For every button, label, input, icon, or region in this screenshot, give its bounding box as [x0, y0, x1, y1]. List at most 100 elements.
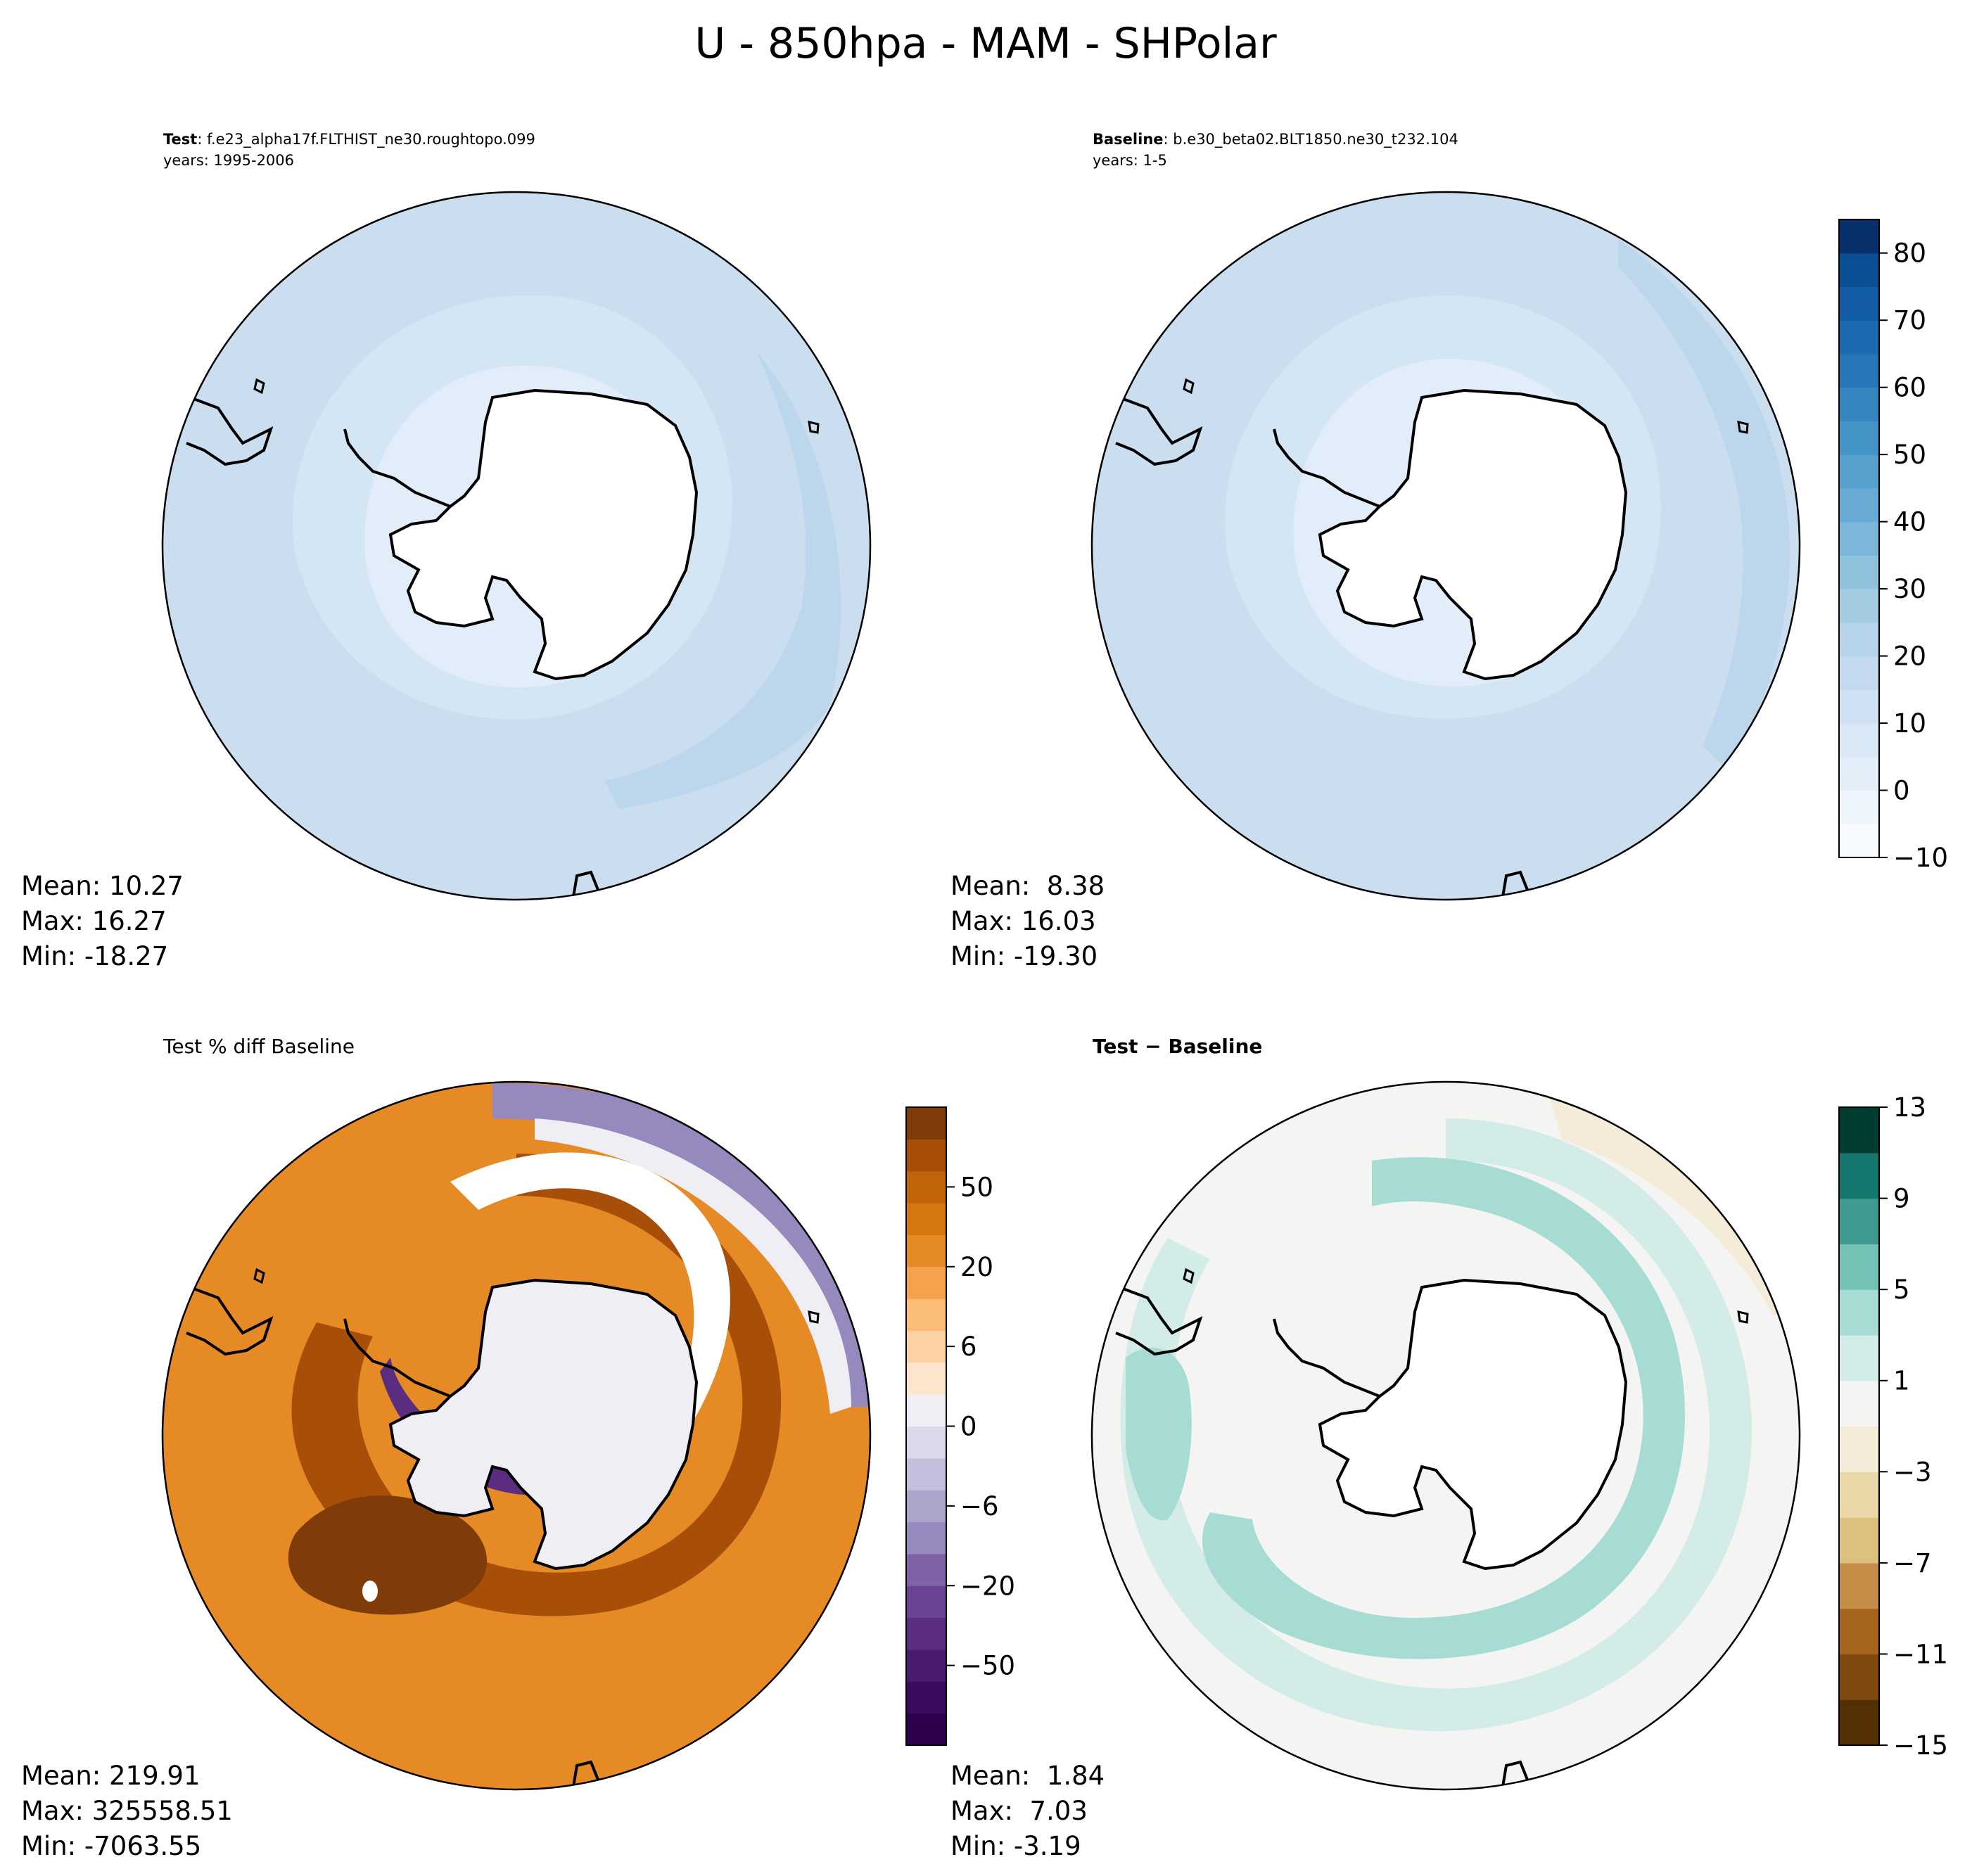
svg-text:Test: f.e23_alpha17f.FLTHIST_n: Test: f.e23_alpha17f.FLTHIST_ne30.rought… — [163, 131, 535, 148]
colorbar-swatch — [1839, 1562, 1879, 1609]
colorbar-tick-label: 20 — [1893, 642, 1926, 672]
colorbar-swatch — [1839, 790, 1879, 824]
pdiff-field-white-spot — [362, 1581, 378, 1602]
pdiff-map-border — [161, 1080, 872, 1791]
diff-island-left — [1183, 1268, 1195, 1284]
colorbar-swatch — [1839, 1334, 1879, 1382]
diff-island-right — [1737, 1310, 1749, 1324]
colorbar-swatch — [1839, 487, 1879, 523]
colorbar-tick-label: 5 — [1893, 1275, 1910, 1305]
colorbar-tick-label: −6 — [960, 1491, 999, 1521]
colorbar-swatch — [1839, 1152, 1879, 1199]
diff-stat-min: Min: -3.19 — [950, 1831, 1081, 1861]
colorbar-tick-label: −10 — [1893, 843, 1948, 873]
baseline-label-name: : b.e30_beta02.BLT1850.ne30_t232.104 — [1164, 131, 1458, 148]
diff-antarctic-peninsula — [1273, 1318, 1380, 1398]
colorbar-tick-label: 0 — [1893, 776, 1910, 806]
colorbar-tick-label: −15 — [1893, 1730, 1948, 1761]
colorbar-tick-label: 30 — [1893, 574, 1926, 604]
colorbar-swatch — [1839, 521, 1879, 556]
baseline-island-left — [1183, 378, 1195, 395]
colorbar-swatch — [1839, 689, 1879, 724]
baseline-label-bold: Baseline — [1093, 131, 1164, 148]
diff-map-border — [1090, 1080, 1801, 1791]
colorbar-swatch — [906, 1617, 946, 1650]
test-stat-max: Max: 16.27 — [21, 906, 167, 936]
colorbar-swatch — [906, 1457, 946, 1491]
test-stat-mean: Mean: 10.27 — [21, 871, 184, 901]
test-stat-min: Min: -18.27 — [21, 941, 168, 971]
panel-baseline: Baseline: b.e30_beta02.BLT1850.ne30_t232… — [950, 131, 1948, 971]
test-island-right — [808, 421, 820, 434]
colorbar-tick-label: −50 — [960, 1651, 1015, 1681]
colorbar-swatch — [1839, 1289, 1879, 1336]
percent-diff-colorbar: 50 20 6 0 −6 −20 −50 — [905, 1106, 1015, 1746]
colorbar-tick-label: −11 — [1893, 1639, 1948, 1669]
panel-percent-diff: Test % diff Baseline Mean: 219.91 Max: 3… — [21, 1035, 1015, 1861]
diff-field-teal-ring — [1202, 1157, 1685, 1659]
colorbar-tick-label: 70 — [1893, 305, 1926, 336]
pdiff-antarctica — [388, 1278, 699, 1571]
pdiff-field-gap-arc — [450, 1152, 730, 1449]
colorbar-tick-label: 0 — [960, 1412, 977, 1442]
colorbar-tick-label: 1 — [1893, 1366, 1910, 1396]
colorbar-swatch — [1839, 1654, 1879, 1700]
pdiff-field-purple-arc — [492, 1083, 870, 1407]
colorbar-tick-label: 80 — [1893, 238, 1926, 269]
difference-colorbar: 13 9 5 1 −3 −7 −11 −15 — [1838, 1092, 1948, 1761]
pdiff-field-white-arc — [535, 1118, 851, 1414]
colorbar-swatch — [1839, 1608, 1879, 1655]
test-label-name: : f.e23_alpha17f.FLTHIST_ne30.roughtopo.… — [197, 131, 535, 148]
colorbar-swatch — [906, 1330, 946, 1363]
colorbar-frame — [1838, 1106, 1880, 1746]
panel-test: Test: f.e23_alpha17f.FLTHIST_ne30.rought… — [21, 131, 872, 971]
test-australia-edge — [572, 870, 599, 898]
colorbar-swatch — [1839, 555, 1879, 589]
colorbar-swatch — [1839, 656, 1879, 690]
colorbar-swatch — [906, 1681, 946, 1714]
pdiff-field-dark-blob — [288, 1495, 488, 1615]
test-years: years: 1995-2006 — [163, 152, 294, 169]
test-field-band-outer — [605, 352, 841, 809]
diff-field-teal-left — [1126, 1347, 1192, 1521]
colorbar-tick-label: 13 — [1893, 1092, 1926, 1123]
figure-title: U - 850hpa - MAM - SHPolar — [694, 19, 1277, 68]
colorbar-tick-label: −3 — [1893, 1457, 1932, 1487]
baseline-field-band-outer — [1618, 239, 1790, 774]
baseline-stat-min: Min: -19.30 — [950, 941, 1098, 971]
colorbar-swatch — [1839, 824, 1879, 858]
difference-label: Test − Baseline — [1093, 1035, 1262, 1058]
colorbar-swatch — [906, 1521, 946, 1555]
pdiff-stat-min: Min: -7063.55 — [21, 1831, 201, 1861]
colorbar-swatch — [906, 1394, 946, 1427]
colorbar-swatch — [1839, 353, 1879, 388]
colorbar-tick-label: 9 — [1893, 1184, 1910, 1214]
test-map-border — [161, 191, 872, 901]
baseline-island-right — [1737, 421, 1749, 434]
diff-south-america — [1115, 1286, 1203, 1356]
colorbar-swatch — [906, 1585, 946, 1619]
colorbar-swatch — [906, 1713, 946, 1746]
pdiff-antarctic-peninsula — [343, 1318, 451, 1398]
colorbar-swatch — [906, 1553, 946, 1586]
colorbar-frame — [1838, 219, 1880, 858]
pdiff-island-left — [253, 1268, 265, 1284]
pdiff-south-america — [186, 1286, 274, 1356]
colorbar-swatch — [906, 1490, 946, 1523]
colorbar-swatch — [1839, 589, 1879, 623]
colorbar-swatch — [1839, 622, 1879, 657]
test-south-america — [186, 396, 274, 466]
colorbar-swatch — [906, 1266, 946, 1299]
colorbar-swatch — [1839, 1380, 1879, 1427]
diff-stat-max: Max: 7.03 — [950, 1796, 1088, 1826]
colorbar-swatch — [1839, 723, 1879, 758]
baseline-antarctica — [1318, 388, 1628, 681]
pdiff-island-right — [808, 1310, 820, 1324]
test-island-left — [253, 378, 265, 395]
baseline-years: years: 1-5 — [1093, 152, 1167, 169]
colorbar-tick-label: 50 — [960, 1172, 993, 1202]
colorbar-tick-label: −20 — [960, 1571, 1015, 1601]
panel-difference: Test − Baseline Mean: 1.84 Max: 7.03 Min… — [950, 1035, 1948, 1861]
colorbar-swatch — [1839, 1198, 1879, 1244]
